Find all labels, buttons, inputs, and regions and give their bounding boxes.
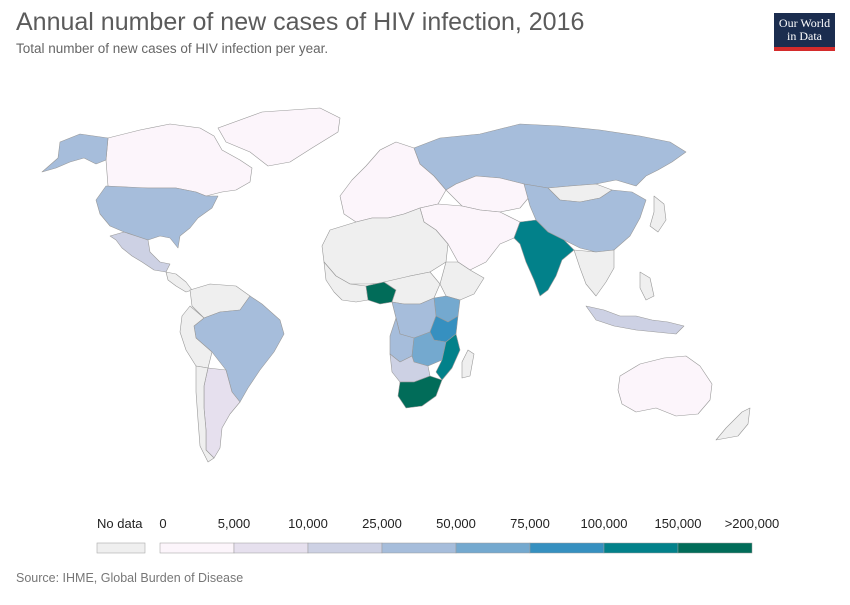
region-chile[interactable] xyxy=(195,365,215,463)
region-india[interactable] xyxy=(513,219,575,297)
legend-bin-label: 75,000 xyxy=(510,516,550,531)
legend-bin-label: 50,000 xyxy=(436,516,476,531)
region-united-states[interactable] xyxy=(95,185,219,249)
legend-bin-label: 5,000 xyxy=(217,516,251,531)
owid-logo[interactable]: Our World in Data xyxy=(774,13,835,51)
source-note: Source: IHME, Global Burden of Disease xyxy=(16,571,244,585)
region-philippines[interactable] xyxy=(639,271,655,301)
legend-bin-label: >200,000 xyxy=(724,516,780,531)
region-russia[interactable] xyxy=(413,123,687,191)
legend-no-data-label: No data xyxy=(97,516,143,531)
chart-title: Annual number of new cases of HIV infect… xyxy=(16,8,585,36)
logo-line-2: in Data xyxy=(787,29,822,43)
legend-bin-label: 10,000 xyxy=(288,516,328,531)
region-alaska[interactable] xyxy=(41,133,109,173)
region-madagascar[interactable] xyxy=(461,349,475,379)
legend-bin-label: 0 xyxy=(159,516,167,531)
region-namibia[interactable] xyxy=(389,353,431,383)
region-west-africa[interactable] xyxy=(323,261,369,303)
legend-bin-label: 100,000 xyxy=(580,516,628,531)
region-japan[interactable] xyxy=(649,195,667,233)
logo-line-1: Our World xyxy=(778,16,831,30)
legend-bin-label: 150,000 xyxy=(654,516,702,531)
legend-bin-label: 25,000 xyxy=(362,516,402,531)
region-australia[interactable] xyxy=(617,355,713,417)
region-southeast-asia[interactable] xyxy=(573,249,615,297)
chart-subtitle: Total number of new cases of HIV infecti… xyxy=(16,41,329,56)
region-central-america[interactable] xyxy=(165,271,193,293)
region-greenland[interactable] xyxy=(217,107,341,167)
region-mexico[interactable] xyxy=(109,231,171,273)
region-new-zealand[interactable] xyxy=(715,407,751,441)
region-mozambique[interactable] xyxy=(435,333,461,381)
region-indonesia[interactable] xyxy=(585,305,685,335)
region-ethiopia[interactable] xyxy=(439,261,485,301)
region-south-africa[interactable] xyxy=(397,375,443,409)
